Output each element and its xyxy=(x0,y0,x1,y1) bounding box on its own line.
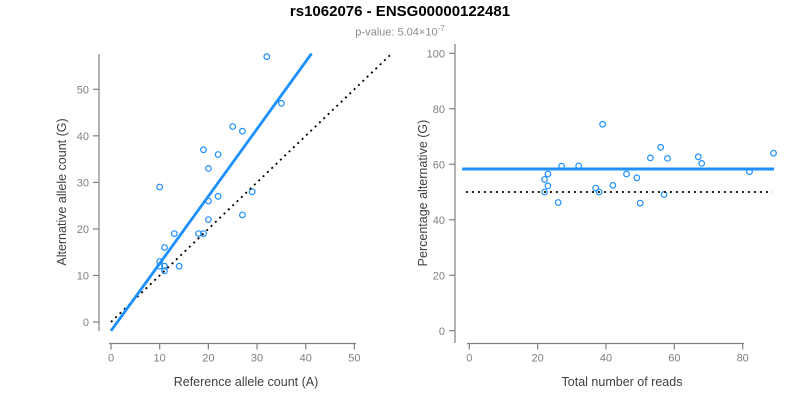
x-tick-label: 20 xyxy=(532,353,544,365)
data-point xyxy=(214,192,222,200)
data-point xyxy=(175,262,183,270)
fit-line xyxy=(109,52,313,332)
data-point xyxy=(161,244,168,251)
data-point xyxy=(200,146,207,154)
x-tick-label: 20 xyxy=(202,353,214,365)
y-tick-label: 100 xyxy=(427,48,445,60)
y-tick-label: 20 xyxy=(77,224,89,236)
y-tick-label: 60 xyxy=(433,159,445,171)
y-tick-label: 30 xyxy=(77,177,89,189)
left-plot: 0 10 20 30 40 50 0 10 20 30 40 50 Reference allele c… xyxy=(55,52,391,389)
x-tick-label: 10 xyxy=(154,353,166,365)
x-tick-label: 30 xyxy=(251,353,263,365)
data-point xyxy=(694,153,702,161)
data-point xyxy=(541,176,548,183)
x-axis-title: Reference allele count (A) xyxy=(174,375,319,389)
data-point xyxy=(238,211,246,219)
data-point xyxy=(544,170,552,178)
x-tick-label: 80 xyxy=(737,353,749,365)
data-point xyxy=(599,120,606,128)
data-point xyxy=(204,216,212,224)
data-point xyxy=(664,154,671,162)
data-point xyxy=(698,159,706,167)
data-point xyxy=(541,188,548,196)
data-point xyxy=(647,154,654,162)
data-point xyxy=(214,151,222,158)
data-point xyxy=(170,230,178,238)
data-point xyxy=(263,53,271,61)
x-tick-label: 0 xyxy=(108,353,114,365)
x-tick-label: 60 xyxy=(668,353,680,365)
data-point xyxy=(636,199,644,207)
data-point xyxy=(248,188,256,196)
data-point xyxy=(161,267,168,275)
data-point xyxy=(195,230,203,238)
data-point xyxy=(623,170,630,178)
y-axis-title: Percentage alternative (G) xyxy=(416,120,430,267)
data-point xyxy=(544,182,552,190)
data-point xyxy=(554,199,562,206)
data-point xyxy=(633,174,641,182)
x-tick-label: 50 xyxy=(348,353,360,365)
identity-line xyxy=(110,54,391,323)
x-axis-title: Total number of reads xyxy=(562,375,683,389)
data-point xyxy=(161,262,168,270)
data-point xyxy=(156,183,164,191)
data-point xyxy=(592,184,600,192)
data-point xyxy=(278,99,285,107)
y-tick-label: 0 xyxy=(83,317,89,329)
x-tick-label: 0 xyxy=(466,353,472,365)
right-plot: 0 20 40 60 80 100 0 20 40 60 80 Total number of rea… xyxy=(416,44,777,389)
data-point xyxy=(204,164,212,172)
data-point xyxy=(238,127,246,135)
data-point xyxy=(770,149,777,157)
y-tick-label: 40 xyxy=(77,131,89,143)
y-tick-label: 50 xyxy=(77,84,89,96)
data-point xyxy=(595,188,603,196)
y-tick-label: 20 xyxy=(433,270,445,282)
y-axis-title: Alternative allele count (G) xyxy=(55,118,69,265)
data-point xyxy=(609,181,617,189)
data-point xyxy=(229,123,237,130)
y-tick-label: 80 xyxy=(433,104,445,116)
x-tick-label: 40 xyxy=(600,353,612,365)
data-point xyxy=(200,230,207,238)
y-tick-label: 10 xyxy=(77,270,89,282)
y-tick-label: 40 xyxy=(433,215,445,227)
x-tick-label: 40 xyxy=(300,353,312,365)
y-tick-label: 0 xyxy=(439,326,445,338)
data-point xyxy=(657,143,665,151)
